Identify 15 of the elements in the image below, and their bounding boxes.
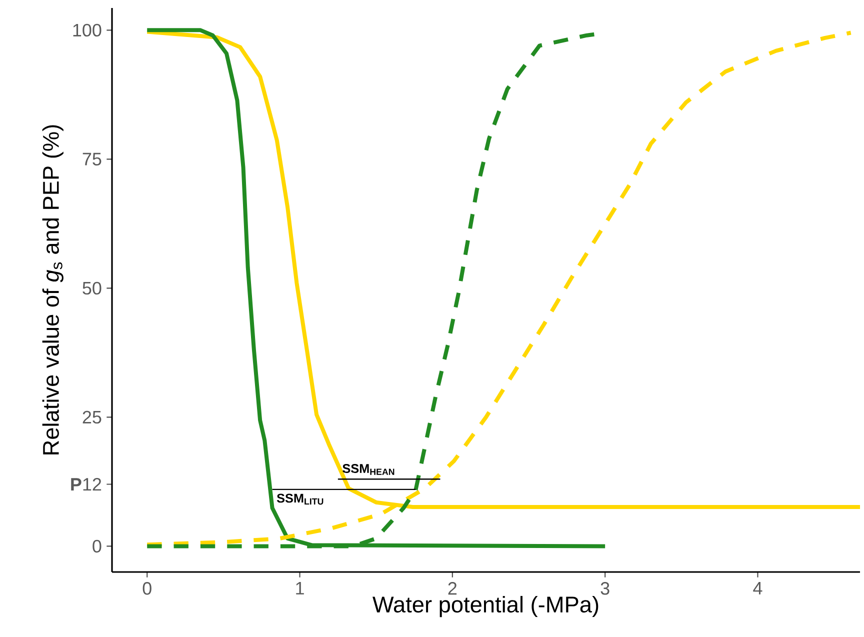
x-tick-label: 4 xyxy=(753,582,762,594)
y-axis-title: Relative value of g$_{s}$ and PEP (%) xyxy=(42,125,64,454)
y-tick-label: 100 xyxy=(73,24,102,37)
y-tick-label: 50 xyxy=(82,282,102,295)
annotation: SSM$_{LITU}$ xyxy=(276,494,324,505)
x-tick-label: 0 xyxy=(142,582,152,595)
y-tick-label: 25 xyxy=(82,410,102,424)
y-tick-label: 0 xyxy=(92,540,102,553)
annotation: SSM$_{HEAN}$ xyxy=(342,464,394,475)
y-tick-label: 75 xyxy=(82,152,102,166)
x-tick-label: 1 xyxy=(296,582,304,594)
y-tick-label: P12 xyxy=(71,478,102,491)
x-tick-label: 2 xyxy=(448,582,457,595)
x-axis-title: Water potential (-MPa) xyxy=(372,596,598,618)
x-tick-label: 3 xyxy=(600,582,610,595)
